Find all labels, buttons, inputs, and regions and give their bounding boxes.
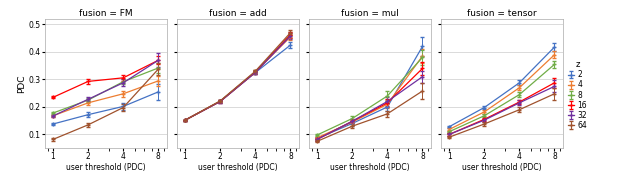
Title: fusion = add: fusion = add [209,9,267,18]
X-axis label: user threshold (PDC): user threshold (PDC) [198,163,278,172]
Y-axis label: PDC: PDC [17,74,26,93]
X-axis label: user threshold (PDC): user threshold (PDC) [66,163,146,172]
X-axis label: user threshold (PDC): user threshold (PDC) [462,163,542,172]
Legend: 2, 4, 8, 16, 32, 64: 2, 4, 8, 16, 32, 64 [568,60,588,130]
X-axis label: user threshold (PDC): user threshold (PDC) [330,163,410,172]
Title: fusion = tensor: fusion = tensor [467,9,537,18]
Title: fusion = mul: fusion = mul [341,9,399,18]
Title: fusion = FM: fusion = FM [79,9,132,18]
